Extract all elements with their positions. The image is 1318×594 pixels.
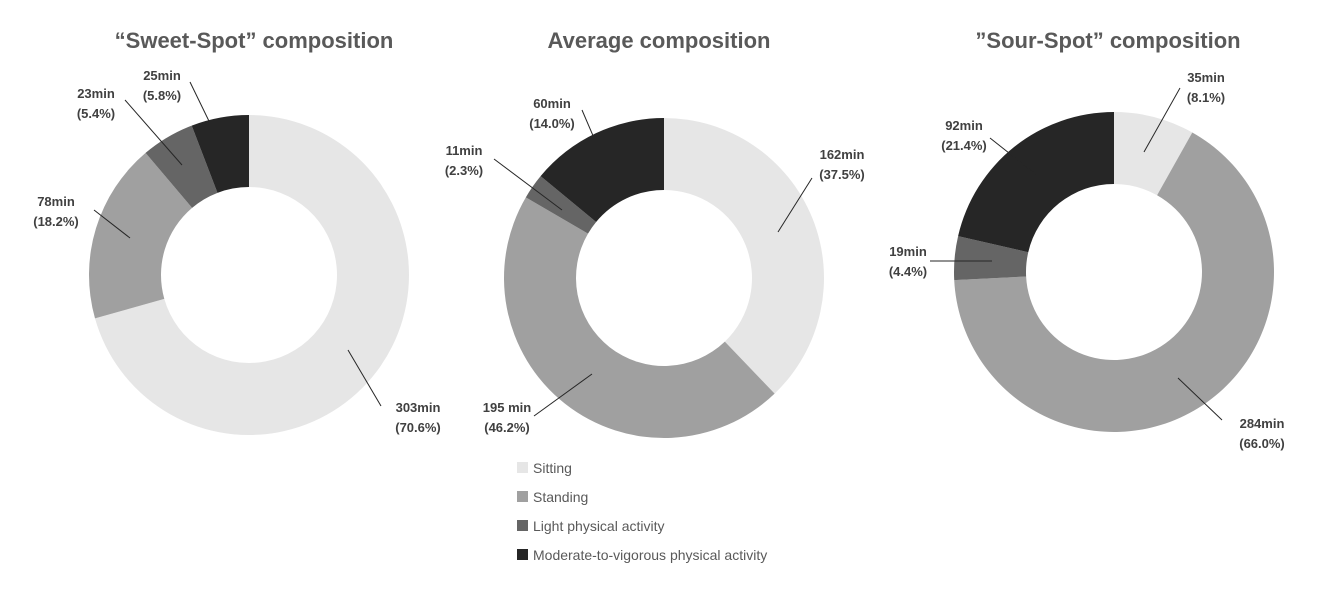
leader-line-sitting	[777, 177, 813, 233]
legend-item-sitting: Sitting	[517, 460, 572, 476]
donut-slice-light-activity	[145, 125, 218, 208]
legend-label: Sitting	[533, 460, 572, 476]
donut-slice-standing	[954, 132, 1274, 432]
legend-item-light-activity: Light physical activity	[517, 518, 665, 534]
donut-slice-light-activity	[953, 236, 1029, 281]
leader-line-mvpa	[189, 81, 225, 153]
legend-swatch	[517, 462, 528, 473]
data-label-value-standing: 195 min	[483, 400, 531, 415]
chart-title: ”Sour-Spot” composition	[975, 28, 1240, 53]
data-label-value-light-activity: 19min	[889, 244, 927, 259]
donut-slice-sitting	[1114, 112, 1193, 196]
data-label-value-standing: 284min	[1240, 416, 1285, 431]
legend-swatch	[517, 491, 528, 502]
leader-line-standing	[533, 373, 593, 417]
donut-chart-3: ”Sour-Spot” composition 35min (8.1%) 284min…	[889, 28, 1285, 451]
data-label-value-sitting: 303min	[396, 400, 441, 415]
donut-slice-light-activity	[525, 176, 597, 234]
data-label-percent-sitting: (8.1%)	[1187, 90, 1225, 105]
data-label-value-standing: 78min	[37, 194, 75, 209]
donut-slice-mvpa	[540, 118, 664, 222]
data-label-percent-standing: (18.2%)	[33, 214, 79, 229]
legend-item-standing: Standing	[517, 489, 588, 505]
donut-slice-mvpa	[958, 112, 1114, 253]
leader-line-light-activity	[493, 158, 563, 211]
chart-title: Average composition	[548, 28, 771, 53]
legend-label: Light physical activity	[533, 518, 665, 534]
leader-line-sitting	[1143, 87, 1181, 153]
data-label-percent-mvpa: (14.0%)	[529, 116, 575, 131]
data-label-percent-sitting: (37.5%)	[819, 167, 865, 182]
donut-chart-1: “Sweet-Spot” composition 303min (70.6%) 78m…	[33, 28, 441, 435]
legend-label: Standing	[533, 489, 588, 505]
data-label-value-sitting: 162min	[820, 147, 865, 162]
data-label-value-mvpa: 25min	[143, 68, 181, 83]
leader-line-standing	[93, 209, 131, 239]
data-label-percent-standing: (66.0%)	[1239, 436, 1285, 451]
data-label-value-light-activity: 23min	[77, 86, 115, 101]
leader-line-mvpa	[989, 137, 1039, 177]
legend-label: Moderate-to-vigorous physical activity	[533, 547, 767, 563]
leader-line-mvpa	[581, 109, 607, 167]
data-label-percent-mvpa: (5.8%)	[143, 88, 181, 103]
chart-title: “Sweet-Spot” composition	[115, 28, 394, 53]
legend: Sitting Standing Light physical activity Mo…	[517, 460, 767, 563]
legend-swatch	[517, 549, 528, 560]
data-label-percent-mvpa: (21.4%)	[941, 138, 987, 153]
data-label-percent-light-activity: (4.4%)	[889, 264, 927, 279]
donut-slice-sitting	[94, 115, 409, 435]
data-label-value-mvpa: 60min	[533, 96, 571, 111]
donut-slice-mvpa	[191, 115, 249, 193]
legend-item-mvpa: Moderate-to-vigorous physical activity	[517, 547, 767, 563]
data-label-value-light-activity: 11min	[446, 143, 483, 158]
donut-chart-2: Average composition 162min (37.5%) 195 min (…	[445, 28, 865, 439]
data-label-percent-light-activity: (2.3%)	[445, 163, 483, 178]
donut-slice-standing	[89, 152, 193, 319]
data-label-percent-standing: (46.2%)	[484, 420, 530, 435]
donut-slice-sitting	[664, 118, 825, 394]
data-label-percent-sitting: (70.6%)	[395, 420, 441, 435]
leader-line-standing	[1177, 377, 1223, 421]
data-label-value-mvpa: 92min	[945, 118, 983, 133]
data-label-percent-light-activity: (5.4%)	[77, 106, 115, 121]
legend-swatch	[517, 520, 528, 531]
leader-line-light-activity	[124, 99, 183, 166]
donut-slice-standing	[503, 197, 775, 439]
data-label-value-sitting: 35min	[1187, 70, 1225, 85]
leader-line-sitting	[347, 349, 382, 407]
